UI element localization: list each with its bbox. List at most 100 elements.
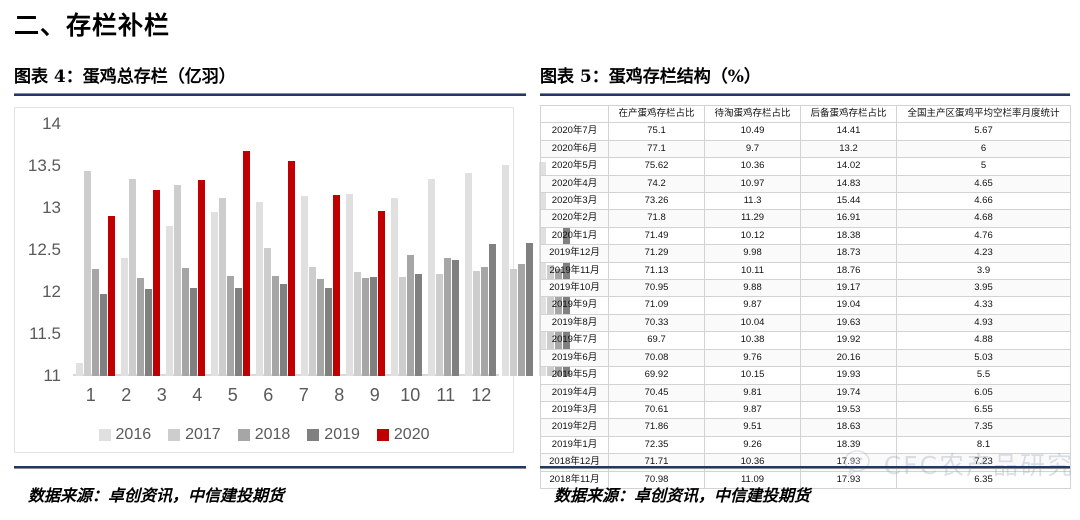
table-cell: 6 <box>896 139 1071 159</box>
table-cell: 18.73 <box>800 244 897 263</box>
chart-bar <box>415 274 422 376</box>
table-cell: 19.92 <box>800 331 897 350</box>
table-cell: 9.7 <box>704 139 801 159</box>
chart-bar <box>198 180 205 376</box>
chart-bar <box>129 179 136 376</box>
table-cell: 9.88 <box>704 279 801 298</box>
table-row: 2019年5月 69.92 10.15 19.93 5.5 <box>540 366 1071 385</box>
chart-bar <box>256 202 263 376</box>
table-row: 2019年7月 69.7 10.38 19.92 4.88 <box>540 331 1071 350</box>
table-cell: 18.76 <box>800 261 897 281</box>
table-cell: 19.53 <box>800 400 897 420</box>
table-cell: 10.11 <box>704 261 801 281</box>
table-row-label: 2020年2月 <box>540 209 609 228</box>
chart-bars <box>73 124 570 376</box>
chart-bar <box>407 255 414 376</box>
chart-bar <box>100 293 107 376</box>
table-column-header <box>540 104 609 124</box>
table-cell: 11.3 <box>704 192 801 211</box>
table-cell: 71.13 <box>608 261 705 281</box>
table-cell: 9.98 <box>704 244 801 263</box>
table-cell: 14.41 <box>800 122 897 141</box>
stats-table-body: 2020年7月 75.1 10.49 14.41 5.67 2020年6月 77.1 9.7 1… <box>540 122 1071 489</box>
table-column-header: 后备蛋鸡存栏占比 <box>800 104 897 124</box>
table-cell: 14.83 <box>800 174 897 194</box>
chart-bar <box>243 150 250 376</box>
legend-item[interactable]: 2017 <box>168 426 221 444</box>
table-row-label: 2020年4月 <box>540 174 609 194</box>
table-cell: 71.49 <box>608 226 705 246</box>
table-row-label: 2019年10月 <box>540 279 609 298</box>
chart-bar <box>309 266 316 376</box>
legend-label: 2020 <box>393 426 430 443</box>
chart-month-group <box>425 124 462 376</box>
chart-bar <box>264 248 271 376</box>
table-column-header: 在产蛋鸡存栏占比 <box>608 104 705 124</box>
x-axis-tick: 7 <box>298 385 309 405</box>
table-cell: 10.12 <box>704 226 801 246</box>
table-cell: 18.38 <box>800 226 897 246</box>
table-cell: 9.51 <box>704 418 801 437</box>
table-cell: 19.74 <box>800 383 897 402</box>
right-footer-source: 数据来源：卓创资讯，中信建投期货 <box>554 486 811 505</box>
table-row: 2019年6月 70.08 9.76 20.16 5.03 <box>540 348 1071 368</box>
table-cell: 5.5 <box>896 366 1071 385</box>
chart-month-group <box>343 124 388 376</box>
legend-item[interactable]: 2018 <box>237 426 290 444</box>
x-axis-tick: 5 <box>227 385 238 405</box>
y-axis-tick: 13.5 <box>27 156 61 175</box>
table-row: 2020年2月 71.8 11.29 16.91 4.68 <box>540 209 1071 228</box>
table-row: 2019年2月 71.86 9.51 18.63 7.35 <box>540 418 1071 437</box>
chart-bar <box>325 287 332 376</box>
legend-item[interactable]: 2016 <box>98 426 151 444</box>
table-cell: 71.86 <box>608 418 705 437</box>
table-cell: 4.65 <box>896 174 1071 194</box>
table-row-label: 2019年5月 <box>540 366 609 385</box>
chart-bar <box>481 266 488 376</box>
y-axis-tick: 13 <box>42 198 61 217</box>
table-header-row: 在产蛋鸡存栏占比 待淘蛋鸡存栏占比 后备蛋鸡存栏占比 全国主产区蛋鸡平均空栏率月度统计 <box>540 104 1071 124</box>
table-cell: 70.95 <box>608 279 705 298</box>
table-row-label: 2020年3月 <box>540 192 609 211</box>
chart-bar <box>317 279 324 376</box>
table-row-label: 2020年6月 <box>540 139 609 159</box>
table-row: 2019年4月 70.45 9.81 19.74 6.05 <box>540 383 1071 402</box>
table-row: 2019年8月 70.33 10.04 19.63 4.93 <box>540 313 1071 333</box>
table-cell: 4.76 <box>896 226 1071 246</box>
bar-chart: 14 13.5 13 12.5 12 11.5 11 1 2 3 4 5 6 7 8 9 10 11 12 201… <box>14 107 570 453</box>
left-footer-rule <box>14 466 526 469</box>
chart-bar <box>76 363 83 376</box>
y-axis-tick: 12.5 <box>27 240 61 259</box>
y-axis-tick: 12 <box>42 282 61 301</box>
table-row-label: 2019年2月 <box>540 418 609 437</box>
x-axis-tick: 1 <box>85 385 96 405</box>
legend-item[interactable]: 2020 <box>376 426 430 444</box>
stats-table: 在产蛋鸡存栏占比 待淘蛋鸡存栏占比 后备蛋鸡存栏占比 全国主产区蛋鸡平均空栏率月度统计… <box>540 104 1071 489</box>
chart-bar <box>137 277 144 376</box>
table-cell: 4.68 <box>896 209 1071 228</box>
legend-item[interactable]: 2019 <box>307 426 360 444</box>
table-cell: 70.61 <box>608 400 705 420</box>
table-cell: 4.66 <box>896 192 1071 211</box>
chart-bar <box>378 210 385 376</box>
table-row-label: 2019年11月 <box>540 261 609 281</box>
chart-month-group <box>298 124 343 376</box>
table-row-label: 2019年9月 <box>540 296 609 315</box>
x-axis-tick: 12 <box>471 385 492 405</box>
table-row: 2019年9月 71.09 9.87 19.04 4.33 <box>540 296 1071 315</box>
table-row-label: 2020年5月 <box>540 157 609 176</box>
table-cell: 3.9 <box>896 261 1071 281</box>
chart-month-group <box>163 124 208 376</box>
table-cell: 10.49 <box>704 122 801 141</box>
chart-bar <box>166 225 173 376</box>
chart-bar <box>235 287 242 376</box>
chart-bar <box>502 165 509 376</box>
legend-swatch <box>237 429 250 441</box>
table-cell: 9.87 <box>704 400 801 420</box>
chart-bar <box>92 269 99 376</box>
table-cell: 71.8 <box>608 209 705 228</box>
stats-table-head: 在产蛋鸡存栏占比 待淘蛋鸡存栏占比 后备蛋鸡存栏占比 全国主产区蛋鸡平均空栏率月度统计 <box>540 104 1071 124</box>
x-axis-tick: 3 <box>156 385 167 405</box>
table-cell: 10.15 <box>704 366 801 385</box>
table-column-header: 待淘蛋鸡存栏占比 <box>704 104 801 124</box>
